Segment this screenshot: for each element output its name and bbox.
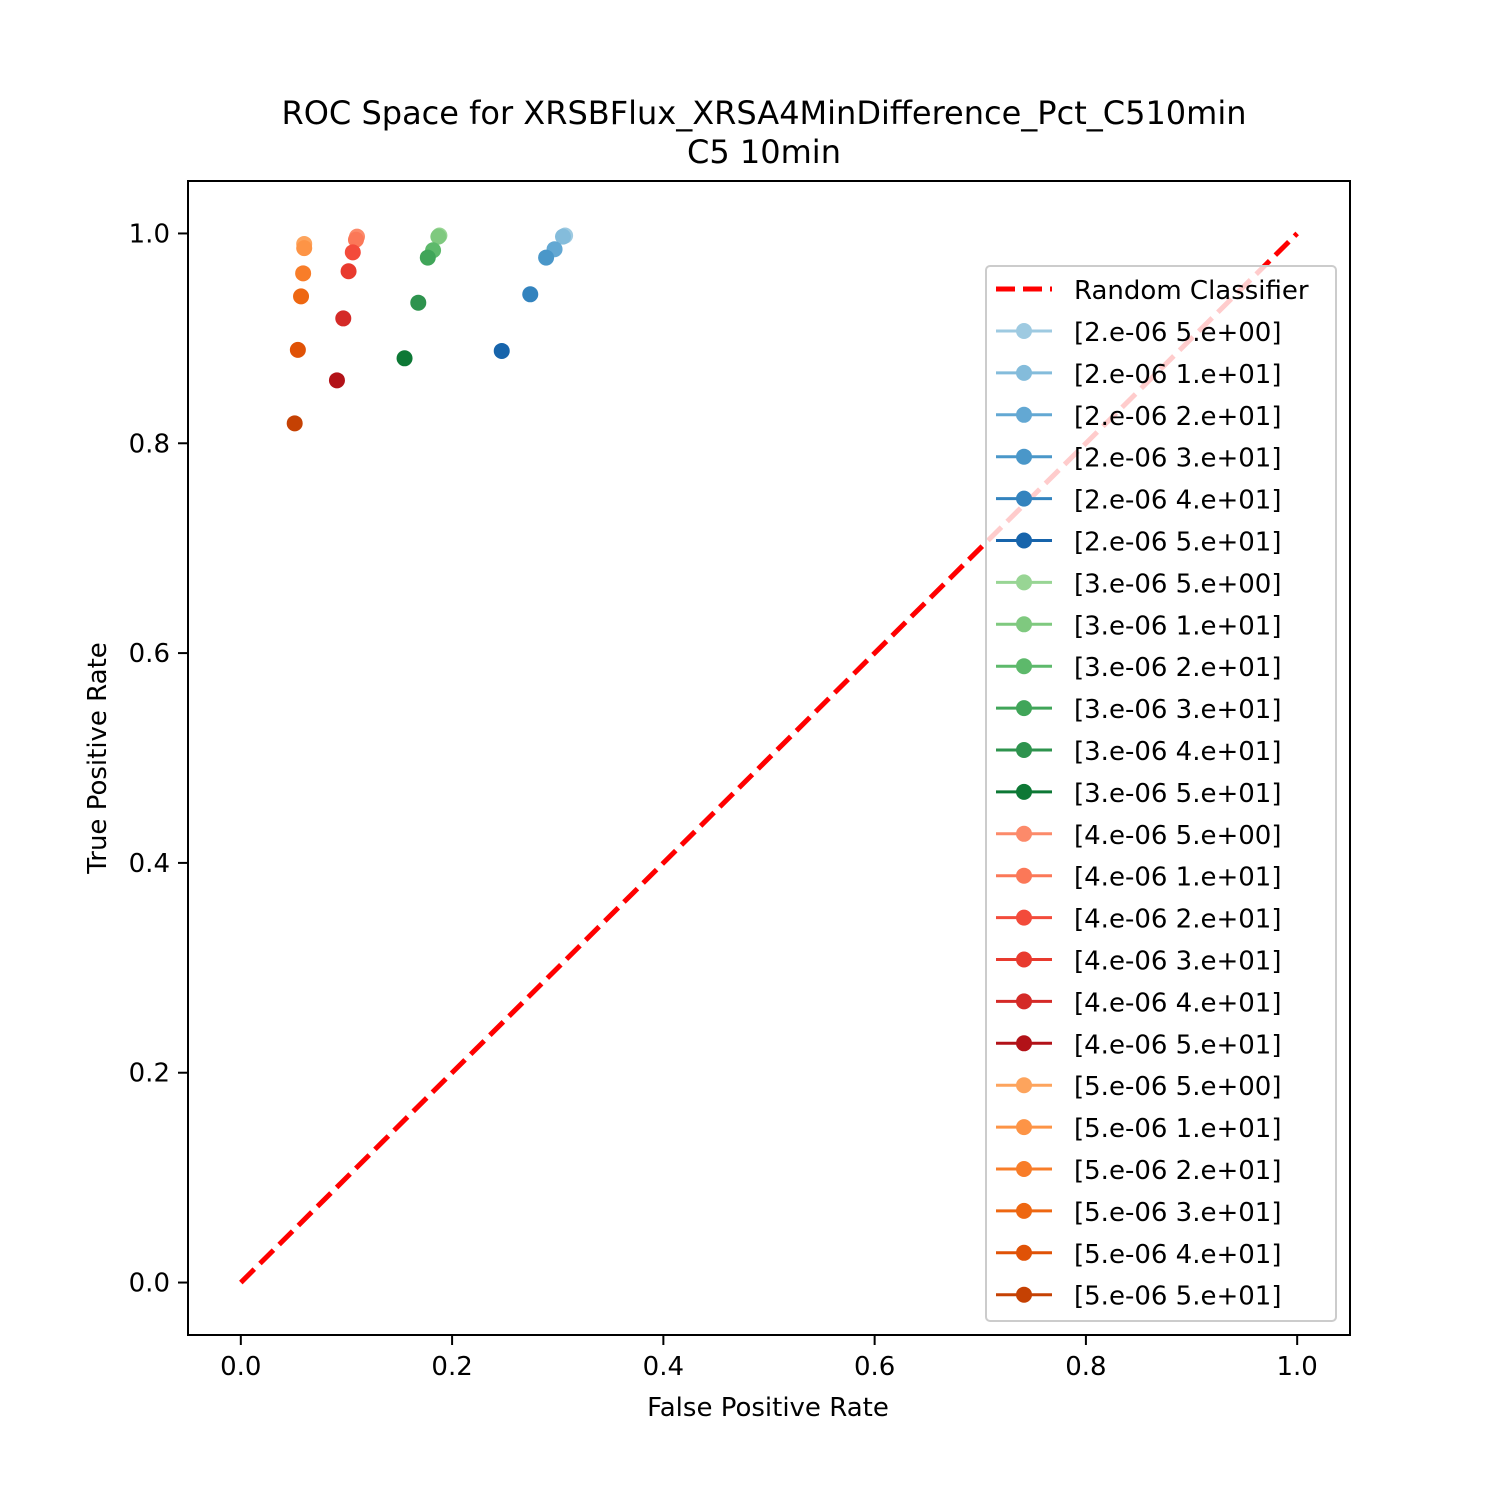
- legend-label-2: [2.e-06 1.e+01]: [1074, 360, 1282, 390]
- data-point-2: [555, 228, 572, 245]
- data-point-23: [289, 341, 306, 358]
- legend-marker-17: [1016, 993, 1032, 1010]
- data-point-10: [419, 249, 436, 266]
- legend-marker-5: [1016, 490, 1032, 507]
- random-classifier-line: [239, 231, 1299, 1285]
- x-tick-label: 1.0: [1277, 1352, 1318, 1382]
- data-point-11: [410, 294, 427, 311]
- y-tick-label: 1.0: [129, 219, 170, 249]
- data-point-12: [396, 350, 413, 367]
- y-tick-label: 0.4: [129, 849, 170, 879]
- legend-label-19: [5.e-06 5.e+00]: [1074, 1072, 1282, 1102]
- legend-box: [985, 265, 1337, 1322]
- data-point-22: [293, 288, 310, 305]
- legend-label-5: [2.e-06 4.e+01]: [1074, 486, 1282, 516]
- x-tick-label: 0.2: [431, 1352, 472, 1382]
- legend-label-22: [5.e-06 3.e+01]: [1074, 1198, 1282, 1228]
- x-axis: 0.0 0.2 0.4 0.6 0.8 1.0: [220, 1335, 1318, 1382]
- data-point-8: [430, 228, 447, 245]
- legend-label-3: [2.e-06 2.e+01]: [1074, 402, 1282, 432]
- legend-marker-1: [1016, 323, 1032, 339]
- x-tick-label: 0.0: [220, 1352, 261, 1382]
- chart-title: ROC Space for XRSBFlux_XRSA4MinDifferenc…: [282, 94, 1247, 132]
- legend: Random Classifier [2.e-06 5.e+00] [2.e-06…: [985, 265, 1337, 1322]
- x-tick-label: 0.8: [1065, 1352, 1106, 1382]
- legend-label-18: [4.e-06 5.e+01]: [1074, 1030, 1282, 1060]
- legend-marker-21: [1016, 1161, 1032, 1177]
- legend-label-1: [2.e-06 5.e+00]: [1074, 318, 1282, 348]
- legend-label-7: [3.e-06 5.e+00]: [1074, 569, 1282, 599]
- legend-marker-18: [1016, 1035, 1032, 1052]
- legend-marker-15: [1016, 909, 1032, 926]
- legend-marker-6: [1016, 532, 1032, 549]
- data-point-17: [335, 310, 352, 327]
- legend-marker-12: [1016, 783, 1032, 800]
- legend-label-23: [5.e-06 4.e+01]: [1074, 1240, 1282, 1270]
- legend-label-17: [4.e-06 4.e+01]: [1074, 988, 1282, 1018]
- data-point-16: [340, 263, 357, 280]
- legend-marker-20: [1016, 1119, 1032, 1136]
- legend-marker-13: [1016, 825, 1032, 842]
- legend-label-8: [3.e-06 1.e+01]: [1074, 611, 1282, 641]
- data-points: [286, 227, 574, 432]
- legend-label-13: [4.e-06 5.e+00]: [1074, 821, 1282, 851]
- y-tick-label: 0.2: [129, 1059, 170, 1089]
- legend-marker-9: [1016, 658, 1032, 675]
- y-tick-label: 0.6: [129, 639, 170, 669]
- legend-marker-4: [1016, 448, 1032, 465]
- y-axis-label: True Positive Rate: [83, 642, 113, 875]
- data-point-14: [347, 231, 364, 248]
- data-point-4: [538, 249, 555, 266]
- legend-label-15: [4.e-06 2.e+01]: [1074, 905, 1282, 935]
- x-tick-label: 0.6: [854, 1352, 895, 1382]
- data-point-6: [493, 342, 510, 359]
- legend-marker-23: [1016, 1244, 1032, 1261]
- data-point-5: [522, 286, 539, 303]
- chart-subtitle: C5 10min: [687, 133, 841, 171]
- plot-frame: [187, 180, 1351, 1336]
- legend-marker-16: [1016, 951, 1032, 968]
- legend-marker-2: [1016, 364, 1032, 381]
- legend-label-4: [2.e-06 3.e+01]: [1074, 444, 1282, 474]
- legend-label-11: [3.e-06 4.e+01]: [1074, 737, 1282, 767]
- y-axis: 0.0 0.2 0.4 0.6 0.8 1.0: [129, 219, 188, 1299]
- legend-marker-7: [1016, 574, 1032, 591]
- data-point-21: [295, 265, 312, 282]
- data-point-18: [328, 372, 345, 389]
- legend-marker-14: [1016, 867, 1032, 884]
- legend-marker-10: [1016, 700, 1032, 717]
- legend-marker-22: [1016, 1202, 1032, 1219]
- legend-random-classifier-label: Random Classifier: [1074, 276, 1309, 306]
- legend-marker-24: [1016, 1286, 1032, 1303]
- legend-label-12: [3.e-06 5.e+01]: [1074, 779, 1282, 809]
- legend-marker-8: [1016, 616, 1032, 633]
- legend-marker-3: [1016, 406, 1032, 423]
- legend-label-16: [4.e-06 3.e+01]: [1074, 947, 1282, 977]
- legend-label-24: [5.e-06 5.e+01]: [1074, 1282, 1282, 1312]
- legend-label-20: [5.e-06 1.e+01]: [1074, 1114, 1282, 1144]
- y-tick-label: 0.0: [129, 1269, 170, 1299]
- legend-label-9: [3.e-06 2.e+01]: [1074, 653, 1282, 683]
- legend-label-10: [3.e-06 3.e+01]: [1074, 695, 1282, 725]
- legend-label-21: [5.e-06 2.e+01]: [1074, 1156, 1282, 1186]
- x-axis-label: False Positive Rate: [647, 1393, 889, 1423]
- legend-label-14: [4.e-06 1.e+01]: [1074, 863, 1282, 893]
- data-point-15: [344, 244, 361, 261]
- legend-marker-11: [1016, 742, 1032, 758]
- x-tick-label: 0.4: [643, 1352, 684, 1382]
- data-point-20: [296, 240, 313, 257]
- data-point-24: [286, 415, 303, 432]
- legend-marker-19: [1016, 1077, 1032, 1094]
- legend-label-6: [2.e-06 5.e+01]: [1074, 528, 1282, 558]
- y-tick-label: 0.8: [129, 429, 170, 459]
